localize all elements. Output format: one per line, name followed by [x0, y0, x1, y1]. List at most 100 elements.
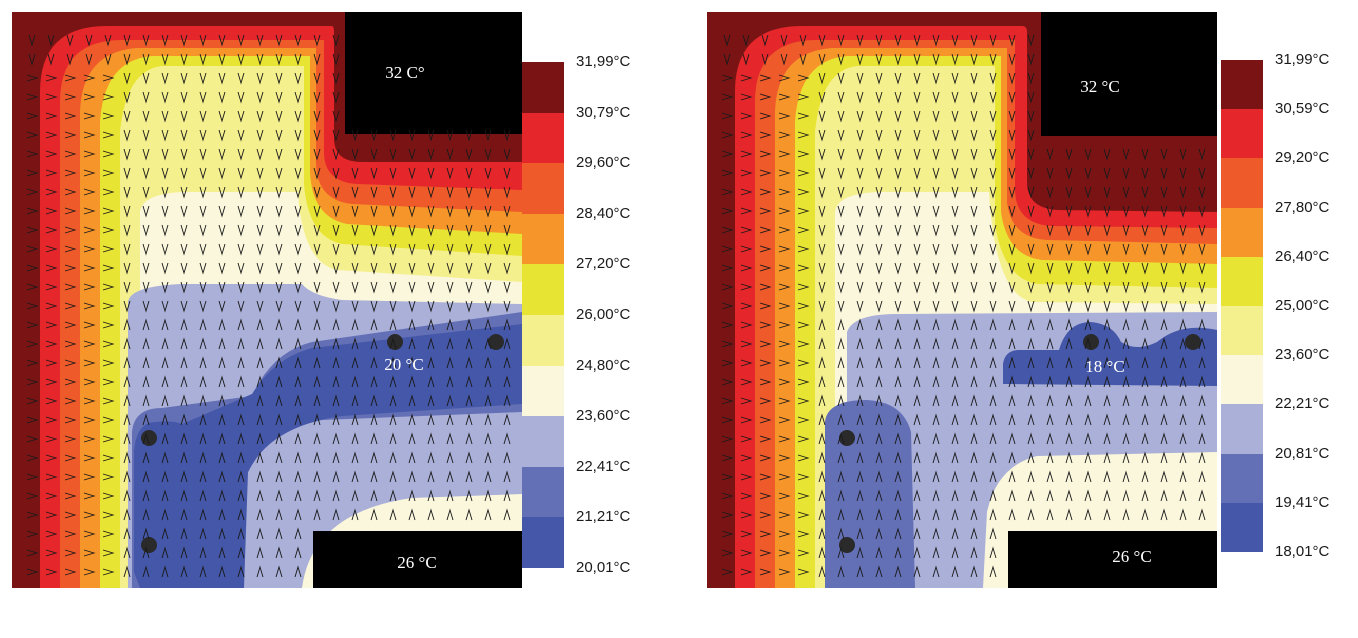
flow-vector: [237, 527, 245, 540]
flow-vector: [1122, 224, 1130, 237]
flow-vector: [427, 243, 435, 256]
flow-vectors-right: [721, 34, 1206, 578]
flow-vector: [45, 359, 58, 367]
flow-vector: [989, 451, 997, 464]
contour-plot-right: 32 °C 18 °C 26 °C: [707, 12, 1217, 588]
flow-vector: [1179, 470, 1187, 483]
flow-vector: [797, 131, 810, 139]
flow-vector: [332, 53, 340, 66]
flow-vector: [721, 378, 734, 386]
flow-vector: [294, 300, 302, 313]
flow-vector: [932, 337, 940, 350]
flow-vector: [778, 549, 791, 557]
legend-swatch: [1221, 207, 1263, 258]
flow-vector: [446, 129, 454, 142]
flow-vector: [294, 186, 302, 199]
flow-vector: [28, 53, 36, 66]
flow-vector: [951, 489, 959, 502]
flow-vector: [45, 492, 58, 500]
flow-vector: [721, 568, 734, 576]
flow-vector: [45, 150, 58, 158]
flow-vector: [1008, 91, 1016, 104]
flow-vector: [837, 167, 845, 180]
flow-vector: [797, 359, 810, 367]
flow-vector: [913, 224, 921, 237]
flow-vector: [218, 300, 226, 313]
flow-vector: [1046, 432, 1054, 445]
flow-vector: [503, 318, 511, 331]
flow-vector: [199, 432, 207, 445]
flow-vector: [83, 321, 96, 329]
flow-vector: [797, 397, 810, 405]
flow-vector: [256, 129, 264, 142]
flow-vector: [142, 148, 150, 161]
flow-vector: [26, 226, 39, 234]
flow-vector: [1027, 72, 1035, 85]
flow-vector: [913, 34, 921, 47]
flow-vector: [818, 281, 826, 294]
flow-vector: [951, 451, 959, 464]
flow-vector: [275, 375, 283, 388]
flow-vector: [1065, 413, 1073, 426]
flow-vector: [1027, 205, 1035, 218]
flow-vector: [256, 91, 264, 104]
flow-vector: [408, 318, 416, 331]
flow-vector: [408, 337, 416, 350]
flow-vector: [1027, 337, 1035, 350]
flow-vector: [199, 318, 207, 331]
flow-vector: [797, 492, 810, 500]
flow-vector: [1027, 186, 1035, 199]
flow-vector: [1122, 337, 1130, 350]
flow-vector: [64, 435, 77, 443]
flow-vector: [818, 72, 826, 85]
flow-vector: [759, 112, 772, 120]
flow-vector: [932, 470, 940, 483]
flow-vector: [294, 527, 302, 540]
legend-swatch: [1221, 453, 1263, 504]
flow-vector: [370, 318, 378, 331]
legend-color-bar: [522, 62, 564, 569]
flow-vector: [102, 93, 115, 101]
flow-vector: [894, 451, 902, 464]
flow-vector: [894, 375, 902, 388]
flow-vector: [256, 34, 264, 47]
flow-vector: [465, 394, 473, 407]
flow-vector: [1122, 167, 1130, 180]
flow-vector: [1198, 489, 1206, 502]
flow-vector: [294, 224, 302, 237]
flow-vector: [408, 262, 416, 275]
flow-vector: [142, 224, 150, 237]
flow-vector: [951, 205, 959, 218]
flow-vector: [45, 245, 58, 253]
warm-boundary-block: [313, 531, 522, 588]
flow-vector: [951, 470, 959, 483]
flow-vector: [294, 356, 302, 369]
flow-vector: [1065, 356, 1073, 369]
flow-vector: [465, 148, 473, 161]
flow-vector: [104, 34, 112, 47]
flow-vector: [370, 167, 378, 180]
flow-vector: [951, 527, 959, 540]
flow-vector: [218, 489, 226, 502]
flow-vector: [989, 186, 997, 199]
flow-vector: [1065, 318, 1073, 331]
flow-vector: [894, 527, 902, 540]
flow-vector: [180, 186, 188, 199]
flow-vector: [45, 74, 58, 82]
flow-vector: [778, 245, 791, 253]
flow-vector: [313, 205, 321, 218]
flow-vector: [218, 337, 226, 350]
flow-vector: [742, 34, 750, 47]
flow-vector: [142, 356, 150, 369]
flow-vector: [740, 264, 753, 272]
flow-vector: [275, 394, 283, 407]
flow-vector: [989, 375, 997, 388]
flow-vector: [932, 375, 940, 388]
flow-vector: [1179, 281, 1187, 294]
flow-vector: [26, 378, 39, 386]
flow-vector: [256, 451, 264, 464]
flow-vector: [427, 262, 435, 275]
flow-vector: [913, 300, 921, 313]
flow-vector: [818, 413, 826, 426]
flow-vector: [721, 530, 734, 538]
